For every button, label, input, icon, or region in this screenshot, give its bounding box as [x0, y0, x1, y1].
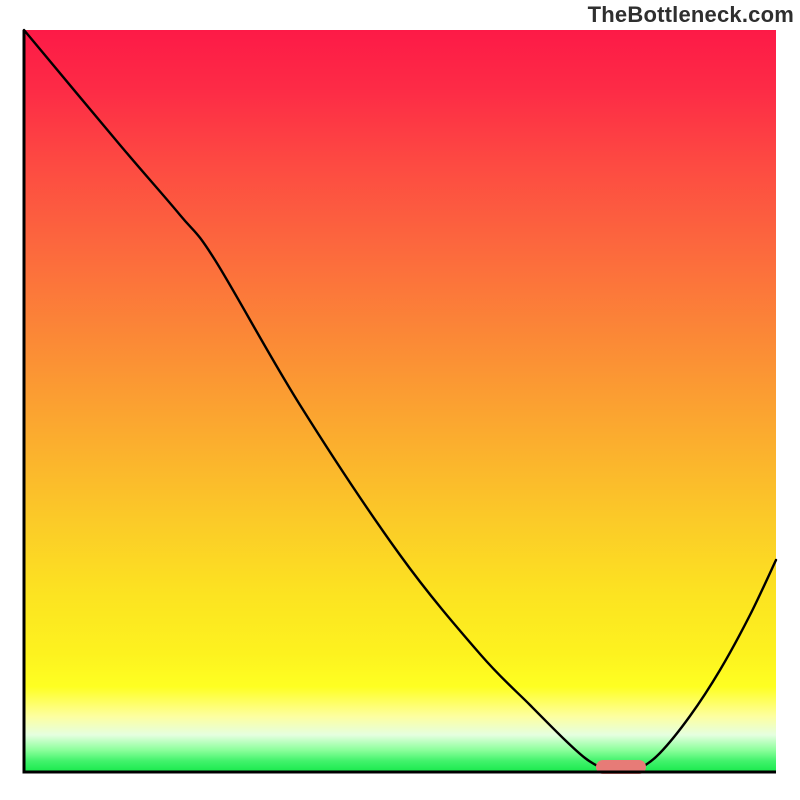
bottleneck-chart	[0, 0, 800, 800]
chart-container: TheBottleneck.com	[0, 0, 800, 800]
gradient-background	[24, 30, 776, 772]
